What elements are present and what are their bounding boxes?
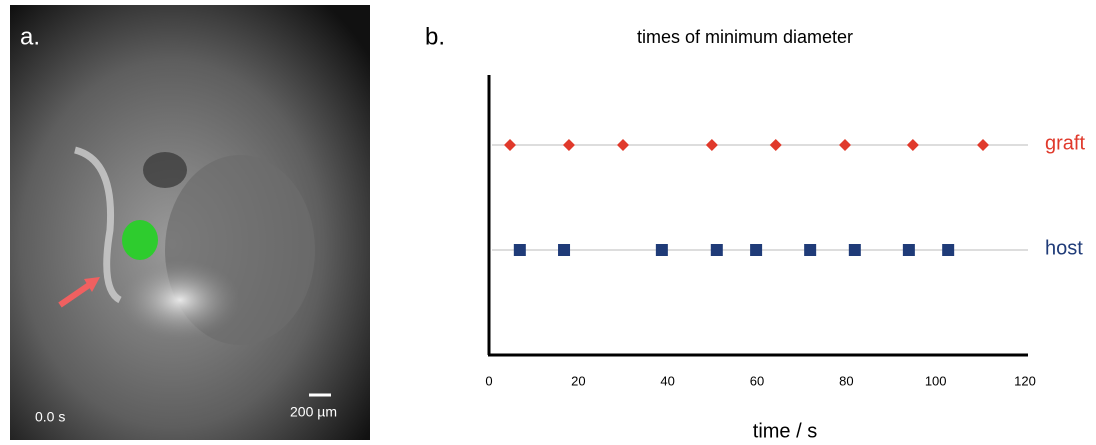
square-marker (942, 244, 955, 256)
x-tick-label: 60 (750, 373, 764, 388)
vessel (73, 146, 122, 304)
panel-label: b. (425, 23, 445, 50)
x-tick-label: 100 (925, 373, 947, 388)
square-marker (558, 244, 571, 256)
square-marker (750, 244, 763, 256)
x-tick-label: 20 (571, 373, 585, 388)
square-marker (710, 244, 723, 256)
micrograph: a. 0.0 s 200 µm (10, 5, 370, 440)
time-stamp: 0.0 s (35, 409, 65, 425)
square-marker (902, 244, 915, 256)
panel-label: a. (20, 23, 40, 50)
diamond-marker (977, 139, 990, 151)
chart: b. times of minimum diameter time / s 0 2… (425, 23, 1085, 442)
diamond-marker (705, 139, 718, 151)
x-axis-label: time / s (753, 420, 817, 442)
x-tick-label: 120 (1014, 373, 1036, 388)
chart-title: times of minimum diameter (637, 27, 853, 47)
diamond-marker (617, 139, 629, 151)
series-label: host (1045, 237, 1083, 259)
tissue-bright (120, 260, 240, 340)
arrow (58, 280, 94, 308)
arrow-head (84, 277, 100, 292)
diamond-marker (769, 139, 782, 151)
x-tick-label: 0 (485, 373, 492, 388)
square-marker (513, 244, 526, 256)
graft-region (122, 220, 158, 260)
diamond-marker (503, 139, 516, 151)
diamond-marker (562, 139, 575, 151)
x-tick-label: 80 (839, 373, 853, 388)
square-marker (848, 244, 861, 256)
x-tick-label: 40 (660, 373, 674, 388)
square-marker (655, 244, 668, 256)
diamond-marker (906, 139, 919, 151)
diamond-marker (838, 139, 851, 151)
series-label: graft (1045, 132, 1085, 154)
square-marker (804, 244, 817, 256)
scale-label: 200 µm (290, 404, 337, 420)
dark-region (143, 152, 187, 188)
